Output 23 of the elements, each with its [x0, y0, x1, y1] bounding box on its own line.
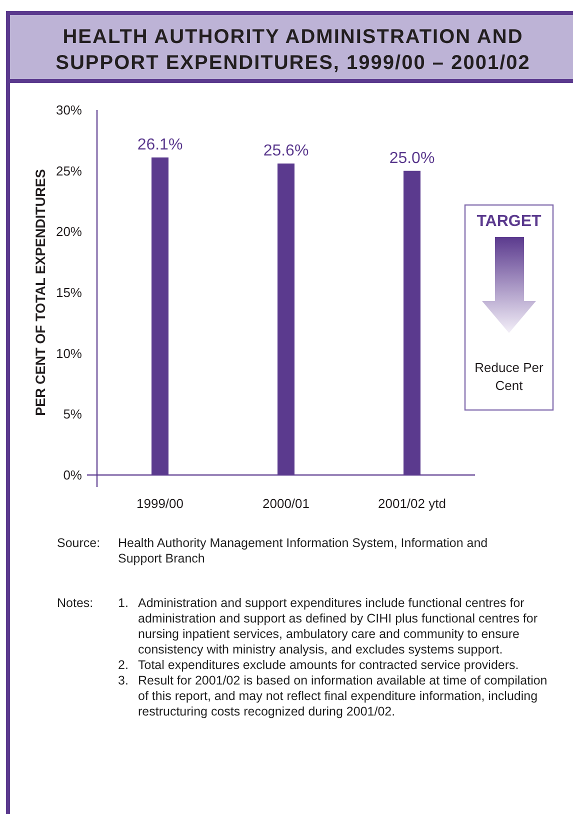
x-tick-label: 1999/00 [136, 496, 184, 511]
chart-title: HEALTH AUTHORITY ADMINISTRATION AND SUPPORT EXPENDITURES, 1999/00 – 2001/02 [56, 26, 530, 74]
y-tick-label: 30% [56, 102, 82, 118]
data-label: 26.1% [137, 136, 183, 154]
text: Notes: [57, 596, 94, 610]
data-label: 25.0% [389, 150, 435, 167]
y-tick-label: 5% [63, 406, 82, 422]
y-tick-label: 15% [56, 285, 82, 300]
y-tick-label: 25% [56, 163, 82, 178]
x-tick-label: 2001/02 ytd [378, 496, 446, 511]
text: 2. Total expenditures exclude amounts for contracted service providers. [118, 658, 519, 672]
text: Health Authority Management Information System, Information and Support Branch [118, 536, 488, 566]
y-tick-label: 20% [56, 224, 82, 240]
data-label: 25.6% [263, 142, 309, 160]
text: 1. Administration and support expenditures include functional centres for administration and support as defined by CIHI plus functional centres for nursing inpatient services, ambulatory care and community to ensure consistency with ministry analysis, and excludes systems support. [118, 596, 538, 656]
y-tick-label: 0% [63, 468, 82, 483]
text: 3. Result for 2001/02 is based on information available at time of compilation of this report, and may not reflect final expenditure information, including restructuring costs recognized during 2001/02. [118, 674, 548, 718]
y-axis-title: PER CENT OF TOTAL EXPENDITURES [33, 169, 48, 416]
source-note: Source: [57, 536, 100, 550]
annotation: Reduce Per Cent [474, 360, 544, 393]
y-tick-label: 10% [56, 346, 82, 361]
x-tick-label: 2000/01 [262, 496, 310, 511]
text: TARGET [476, 213, 542, 230]
